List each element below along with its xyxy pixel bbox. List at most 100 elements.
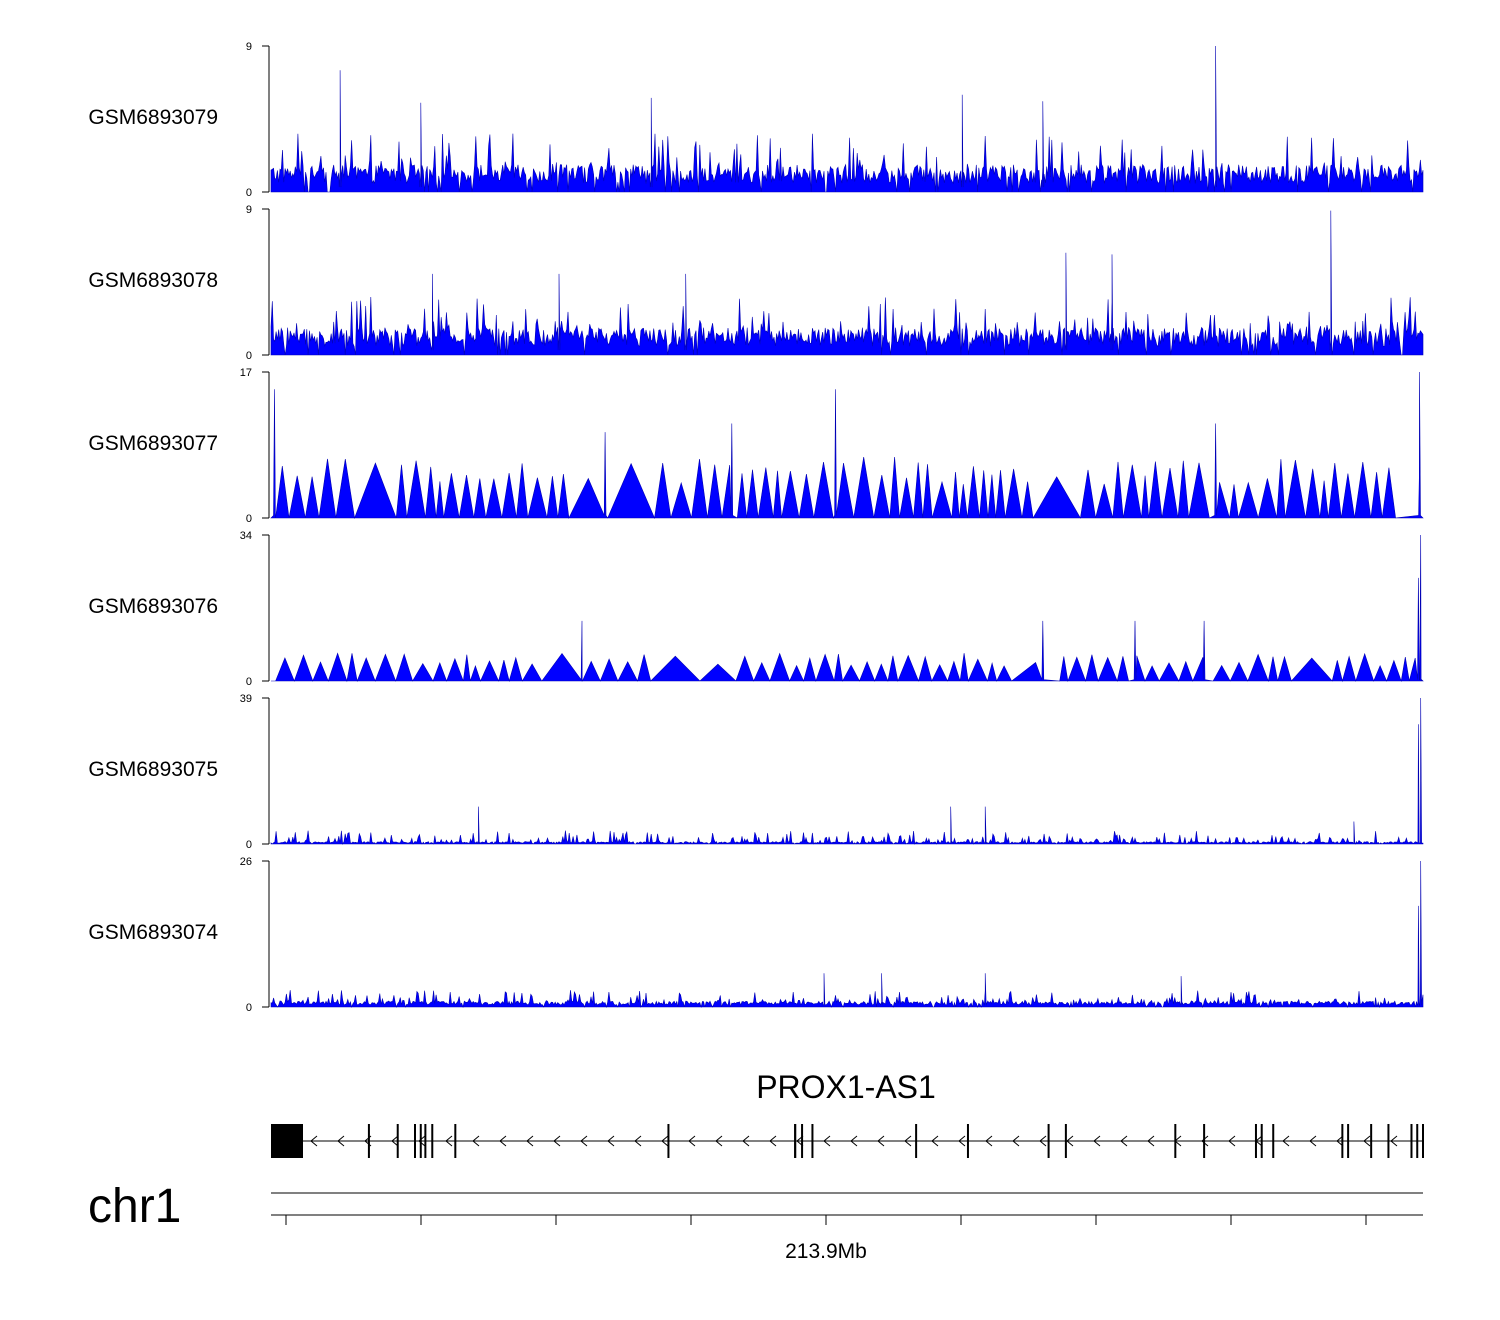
strand-arrow <box>796 1135 804 1147</box>
strand-arrow <box>445 1135 453 1147</box>
exon <box>801 1124 804 1158</box>
strand-arrow <box>1093 1135 1101 1147</box>
chromosome-label: chr1 <box>88 1180 181 1233</box>
strand-arrow <box>1147 1135 1155 1147</box>
track-label: GSM6893074 <box>88 921 218 944</box>
coverage-area <box>270 210 1424 356</box>
y-min-label: 0 <box>246 350 252 362</box>
exon <box>396 1124 399 1158</box>
gene-name: PROX1-AS1 <box>756 1069 936 1105</box>
track-label: GSM6893075 <box>88 758 218 781</box>
exon <box>419 1124 422 1158</box>
strand-arrow <box>742 1135 750 1147</box>
exon <box>794 1124 797 1158</box>
exon <box>1272 1124 1275 1158</box>
coverage-area <box>271 534 1424 683</box>
strand-arrow <box>661 1135 669 1147</box>
coverage-area <box>270 371 1424 520</box>
track-label: GSM6893078 <box>88 269 218 292</box>
y-max-label: 9 <box>246 204 252 216</box>
y-min-label: 0 <box>246 1002 252 1014</box>
coverage-area <box>270 697 1424 846</box>
strand-arrow <box>1363 1135 1371 1147</box>
y-min-label: 0 <box>246 513 252 525</box>
track-GSM6893079: GSM6893079 9 0 <box>88 41 1424 199</box>
strand-arrow <box>958 1135 966 1147</box>
coverage-area <box>270 45 1424 193</box>
y-min-label: 0 <box>246 187 252 199</box>
exon <box>1203 1124 1206 1158</box>
y-max-label: 34 <box>240 530 252 542</box>
strand-arrow <box>877 1135 885 1147</box>
track-GSM6893074: GSM6893074 26 0 <box>88 856 1424 1014</box>
strand-arrow <box>580 1135 588 1147</box>
strand-arrow <box>985 1135 993 1147</box>
track-label: GSM6893079 <box>88 106 218 129</box>
strand-arrow <box>1039 1135 1047 1147</box>
axis-tick-label: 213.9Mb <box>785 1240 867 1263</box>
track-label: GSM6893077 <box>88 432 218 455</box>
genome-axis: chr1 213.9Mb <box>88 1180 1423 1263</box>
exon <box>424 1124 427 1158</box>
exon <box>1254 1124 1257 1158</box>
exon <box>1416 1124 1419 1158</box>
strand-arrow <box>850 1135 858 1147</box>
track-GSM6893077: GSM6893077 17 0 <box>88 367 1424 525</box>
strand-arrow <box>1309 1135 1317 1147</box>
exon <box>1410 1124 1413 1158</box>
strand-arrow <box>472 1135 480 1147</box>
strand-arrow <box>769 1135 777 1147</box>
y-max-label: 26 <box>240 856 252 868</box>
strand-arrow <box>607 1135 615 1147</box>
exon <box>454 1124 457 1158</box>
strand-arrow <box>715 1135 723 1147</box>
exon <box>1341 1124 1344 1158</box>
exon <box>966 1124 969 1158</box>
strand-arrow <box>337 1135 345 1147</box>
strand-arrow <box>1066 1135 1074 1147</box>
exon <box>1347 1124 1350 1158</box>
track-GSM6893078: GSM6893078 9 0 <box>88 204 1424 362</box>
exon <box>915 1124 918 1158</box>
strand-arrow <box>553 1135 561 1147</box>
y-max-label: 39 <box>240 693 252 705</box>
strand-arrow <box>688 1135 696 1147</box>
y-max-label: 17 <box>240 367 252 379</box>
exon <box>414 1124 416 1158</box>
strand-arrow <box>310 1135 318 1147</box>
strand-arrow <box>931 1135 939 1147</box>
strand-arrow <box>1390 1135 1398 1147</box>
strand-arrow <box>634 1135 642 1147</box>
strand-arrow <box>1012 1135 1020 1147</box>
y-min-label: 0 <box>246 676 252 688</box>
exon <box>1370 1124 1373 1158</box>
strand-arrow <box>1201 1135 1209 1147</box>
exon <box>299 1124 302 1158</box>
exon <box>1422 1124 1424 1158</box>
track-GSM6893076: GSM6893076 34 0 <box>88 530 1424 688</box>
strand-arrow <box>1120 1135 1128 1147</box>
exon <box>271 1124 303 1158</box>
coverage-area <box>270 860 1424 1009</box>
strand-arrow <box>391 1135 399 1147</box>
y-min-label: 0 <box>246 839 252 851</box>
exon <box>1047 1124 1050 1158</box>
track-label: GSM6893076 <box>88 595 218 618</box>
exon <box>431 1124 434 1158</box>
exon <box>1064 1124 1067 1158</box>
strand-arrow <box>904 1135 912 1147</box>
exon <box>811 1124 814 1158</box>
strand-arrow <box>1282 1135 1290 1147</box>
y-max-label: 9 <box>246 41 252 53</box>
track-GSM6893075: GSM6893075 39 0 <box>88 693 1424 851</box>
gene-model: PROX1-AS1 <box>271 1069 1424 1158</box>
strand-arrow <box>499 1135 507 1147</box>
exon <box>667 1124 670 1158</box>
strand-arrow <box>1228 1135 1236 1147</box>
strand-arrow <box>823 1135 831 1147</box>
exon <box>1387 1124 1390 1158</box>
exon <box>367 1124 370 1158</box>
strand-arrow <box>418 1135 426 1147</box>
exon <box>1260 1124 1263 1158</box>
